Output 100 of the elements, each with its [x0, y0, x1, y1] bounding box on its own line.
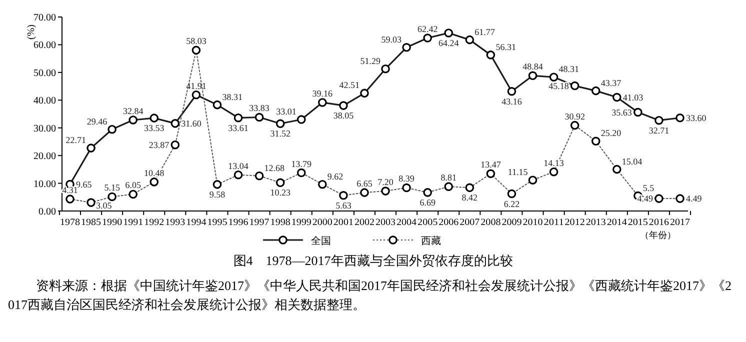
data-label: 41.03: [622, 92, 644, 102]
data-label: 10.48: [144, 168, 165, 178]
y-tick-label: 70.00: [34, 12, 56, 24]
data-label: 11.15: [508, 167, 528, 178]
data-label: 14.13: [544, 158, 564, 168]
x-tick-label: 1985: [81, 218, 102, 228]
x-tick-label: 2004: [396, 218, 417, 228]
x-tick-label: 1990: [102, 218, 122, 228]
x-tick-label: 2001: [333, 218, 354, 228]
point: [360, 88, 369, 98]
point: [528, 71, 538, 80]
x-tick-label: 1993: [165, 218, 186, 228]
data-label: 39.16: [312, 88, 334, 98]
data-label: 33.83: [249, 103, 270, 114]
text: 资料来源：根据《中国统计年鉴2017》《中华人民共和国2017年国民经济和社会发展统计公报》《西藏统计年鉴2017》《2017西藏自治区国民经济和社会发展统计公报》相关数据整理。: [8, 278, 732, 312]
point: [128, 116, 138, 124]
point: [150, 114, 159, 122]
x-tick-label: 2012: [564, 218, 586, 228]
data-label: 51.29: [360, 56, 382, 66]
x-tick-label: 2010: [522, 218, 544, 228]
point: [676, 113, 684, 122]
x-tick-label: 1997: [249, 218, 270, 228]
data-label: 43.16: [502, 96, 522, 106]
x-tick-label: 2002: [354, 218, 375, 228]
data-label: 6.05: [125, 180, 142, 190]
point: [170, 119, 180, 128]
point: [192, 90, 201, 100]
data-label: 58.03: [186, 36, 207, 46]
point: [549, 72, 558, 82]
y-tick-label: 30.00: [34, 123, 56, 134]
data-label: 9.62: [327, 171, 344, 182]
point: [612, 92, 622, 102]
data-label: 13.04: [228, 160, 249, 171]
data-label: 10.23: [270, 188, 291, 198]
data-label: 29.46: [86, 116, 108, 126]
data-label: 33.61: [228, 122, 248, 133]
x-tick-label: 1992: [144, 218, 164, 228]
data-label: 3.05: [96, 200, 112, 211]
x-tick-label: 2015: [628, 218, 648, 228]
x-tick-label: 2008: [480, 218, 501, 228]
y-tick-label: 60.00: [34, 40, 56, 52]
point: [276, 119, 285, 128]
x-tick-label: 2006: [438, 218, 459, 228]
point: [444, 28, 454, 38]
data-label: 62.42: [417, 24, 438, 34]
data-label: 30.92: [564, 111, 585, 122]
data-label: 33.53: [144, 123, 165, 134]
x-tick-label: 2017: [670, 218, 690, 228]
data-label: 9.58: [209, 189, 226, 200]
point: [234, 113, 243, 122]
data-label: 5.63: [336, 200, 352, 210]
x-tick-label: 2000: [312, 218, 333, 228]
data-label: 31.60: [181, 118, 202, 128]
data-label: 35.63: [612, 107, 632, 118]
y-tick-label: 20.00: [34, 151, 56, 162]
data-label: 43.37: [600, 78, 622, 88]
data-label: 23.87: [148, 140, 170, 150]
x-tick-label: 1994: [186, 218, 206, 228]
data-label: 61.77: [474, 26, 496, 37]
point: [254, 112, 264, 122]
text: 图4 1978—2017年西藏与全国外贸依存度的比较: [233, 253, 513, 268]
data-label: 45.18: [548, 80, 570, 91]
data-label: 32.71: [648, 125, 670, 136]
data-label: 31.52: [270, 128, 290, 139]
data-label: 13.47: [480, 160, 502, 170]
data-label: 41.91: [186, 80, 206, 91]
point: [634, 108, 642, 117]
data-label: 48.31: [558, 64, 580, 74]
point: [402, 43, 411, 52]
point: [465, 35, 474, 44]
data-label: 48.84: [522, 62, 544, 72]
y-tick-label: 50.00: [34, 68, 56, 79]
data-label: 8.42: [462, 192, 478, 203]
point: [86, 144, 96, 152]
y-tick-label: 40.00: [34, 96, 56, 107]
data-label: 6.65: [356, 178, 373, 189]
x-tick-label: 1996: [228, 218, 249, 228]
legend-label: 全国: [311, 235, 331, 247]
data-label: 64.24: [438, 38, 460, 48]
data-label: 22.71: [66, 135, 86, 146]
x-tick-label: 2014: [606, 218, 628, 228]
point: [318, 98, 327, 107]
y-tick-label: 10.00: [34, 178, 56, 190]
data-label: 4.49: [686, 194, 702, 204]
data-label: 13.79: [291, 158, 312, 169]
data-label: 42.51: [339, 80, 360, 90]
point: [381, 64, 390, 74]
point: [212, 100, 222, 110]
data-label: 56.31: [496, 42, 516, 52]
point: [108, 124, 116, 134]
data-label: 5.15: [104, 182, 120, 193]
point: [296, 115, 306, 124]
data-label: 15.04: [622, 156, 643, 166]
x-tick-label: 1991: [123, 218, 144, 228]
point: [507, 86, 516, 96]
point: [654, 116, 664, 125]
x-tick-label: 2011: [544, 218, 564, 228]
x-tick-label: 2016: [648, 218, 670, 228]
data-label: 8.39: [398, 174, 415, 184]
point: [570, 81, 580, 90]
